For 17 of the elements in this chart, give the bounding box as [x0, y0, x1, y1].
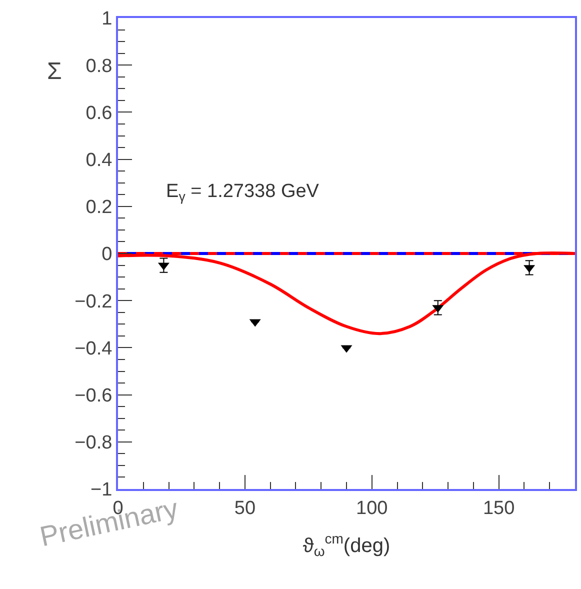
y-axis-title: Σ — [47, 58, 62, 85]
y-tick-label: 1 — [102, 8, 112, 30]
y-tick-label: 0.8 — [86, 56, 112, 77]
x-tick-label: 50 — [234, 498, 256, 519]
y-tick-label: 0.2 — [86, 197, 112, 218]
y-tick-label: −0.2 — [74, 291, 112, 312]
annotation: E$_{γ}$ = 1.27338 GeV — [166, 181, 320, 204]
y-tick-label: −0.8 — [74, 432, 112, 454]
y-tick-label: 0 — [102, 244, 112, 266]
x-tick-label: 150 — [482, 498, 515, 519]
x-tick-label: 100 — [356, 498, 388, 519]
y-tick-label: 0.4 — [86, 150, 113, 171]
y-tick-label: −0.4 — [74, 338, 113, 360]
y-tick-label: −1 — [90, 480, 112, 501]
y-tick-label: 0.6 — [86, 102, 112, 124]
x-axis-title: ϑ$_{ω}$$^{cm}$(deg) — [302, 530, 390, 559]
y-tick-label: −0.6 — [74, 385, 112, 406]
